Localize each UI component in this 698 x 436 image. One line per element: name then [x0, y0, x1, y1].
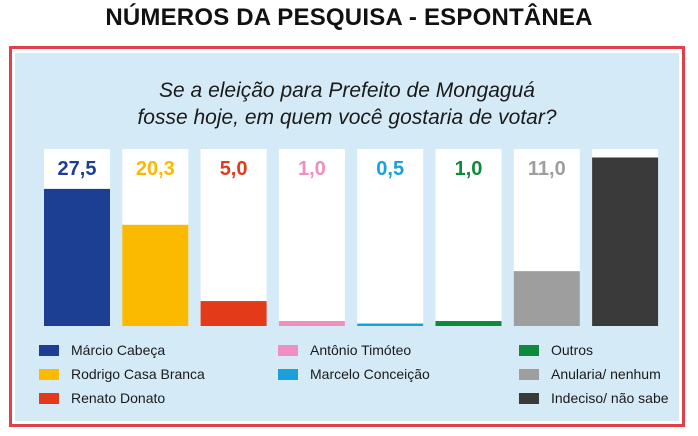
bar-slot	[200, 149, 267, 326]
legend-swatch	[39, 368, 59, 380]
legend-swatch	[519, 392, 539, 404]
legend-item: Indeciso/ não sabe	[519, 390, 669, 406]
legend-label: Anularia/ nenhum	[551, 366, 661, 382]
bar	[435, 321, 502, 326]
bar-slot	[435, 149, 502, 326]
legend-label: Antônio Timóteo	[310, 342, 412, 358]
legend-item: Renato Donato	[39, 390, 165, 406]
legend-label: Indeciso/ não sabe	[551, 390, 669, 406]
bar-value-label: 27,5	[58, 158, 97, 180]
legend-item: Antônio Timóteo	[278, 342, 411, 358]
legend-swatch	[519, 344, 539, 356]
legend-label: Marcelo Conceição	[310, 366, 430, 382]
survey-question: Se a eleição para Prefeito de Mongaguá f…	[15, 77, 679, 131]
question-line-1: Se a eleição para Prefeito de Mongaguá	[159, 79, 535, 102]
legend-swatch	[519, 368, 539, 380]
question-line-2: fosse hoje, em quem você gostaria de vot…	[137, 106, 557, 129]
legend-label: Rodrigo Casa Branca	[71, 366, 205, 382]
legend-swatch	[278, 368, 298, 380]
legend-item: Márcio Cabeça	[39, 342, 165, 358]
bar-slot	[278, 149, 345, 326]
bar	[200, 301, 267, 326]
legend-label: Outros	[551, 342, 594, 358]
legend-item: Rodrigo Casa Branca	[39, 366, 205, 382]
bar-value-label: 5,0	[220, 158, 248, 180]
bar-value-label: 20,3	[136, 158, 175, 180]
bar-value-label: 33,8	[606, 158, 645, 180]
bar	[44, 188, 110, 326]
bar-value-label: 0,5	[376, 158, 404, 180]
bar-slot	[357, 149, 424, 326]
chart-frame: Se a eleição para Prefeito de Mongaguá f…	[9, 46, 685, 427]
legend-item: Outros	[519, 342, 593, 358]
bar-value-label: 1,0	[455, 158, 483, 180]
page-title: NÚMEROS DA PESQUISA - ESPONTÂNEA	[105, 4, 593, 31]
legend-label: Renato Donato	[71, 390, 166, 406]
bar-value-label: 1,0	[298, 158, 326, 180]
legend-label: Márcio Cabeça	[71, 342, 166, 358]
bar	[278, 321, 345, 326]
legend-swatch	[39, 344, 59, 356]
legend-item: Marcelo Conceição	[278, 366, 430, 382]
chart-panel: Se a eleição para Prefeito de Mongaguá f…	[15, 53, 679, 421]
bar-value-label: 11,0	[528, 158, 566, 180]
bar	[357, 323, 424, 326]
bar	[513, 271, 580, 326]
bar	[122, 224, 189, 326]
legend-swatch	[278, 344, 298, 356]
bar-chart: 27,5 20,3 5,0 1,0 0,5 1,0 11,0 33,8	[44, 149, 659, 326]
legend-item: Anularia/ nenhum	[519, 366, 661, 382]
bar	[592, 157, 659, 326]
legend-swatch	[39, 392, 59, 404]
